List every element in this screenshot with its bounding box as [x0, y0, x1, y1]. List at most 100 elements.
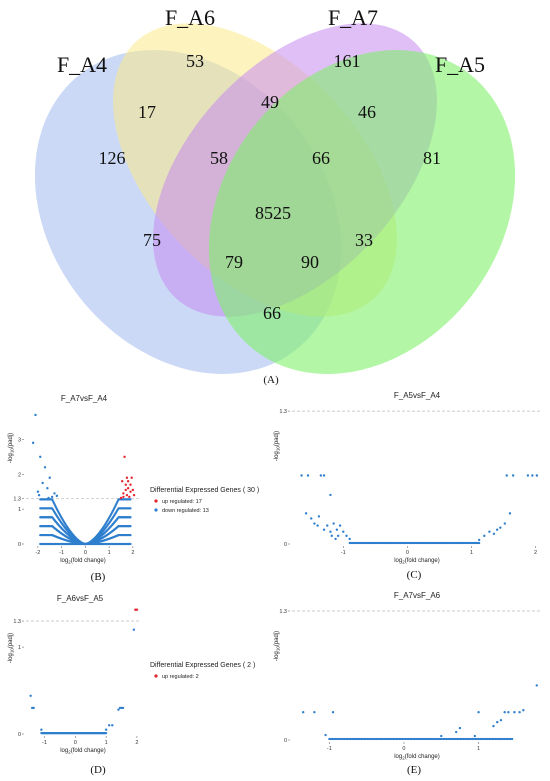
legend-item: up regulated: 17 [162, 499, 202, 505]
y-tick-label: 2 [18, 472, 21, 478]
gene-point [447, 737, 450, 741]
panel-label-a: (A) [263, 374, 279, 386]
volcano-plot-f-a5vsf-a4: F_A5vsF_A4 -1 0 1 2 0 1.3 log2(fold change) -log… [274, 391, 542, 581]
gene-point [129, 525, 132, 528]
gene-point [518, 711, 521, 714]
gene-point [503, 737, 506, 741]
venn-title-f-a6: F_A6 [165, 5, 215, 30]
gene-point [459, 737, 462, 741]
x-tick-label: 1 [105, 740, 108, 746]
gene-point [522, 709, 525, 712]
down-regulated-point [104, 728, 108, 731]
x-tick-label: -1 [42, 740, 47, 746]
gene-point [473, 734, 477, 738]
gene-point [358, 737, 361, 741]
gene-point [457, 737, 460, 741]
gene-point [508, 737, 511, 741]
gene-point [412, 737, 415, 741]
down-regulated-point [111, 724, 114, 727]
gene-point [348, 537, 351, 541]
gene-point [437, 737, 441, 741]
venn-title-f-a5: F_A5 [435, 52, 485, 77]
gene-point [476, 737, 479, 741]
panel-label: (E) [407, 764, 421, 776]
gene-point [427, 737, 430, 741]
gene-point [458, 726, 462, 730]
gene-point [383, 737, 386, 741]
gene-point [444, 737, 447, 741]
gene-point [498, 737, 502, 741]
gene-point [503, 711, 506, 714]
up-regulated-point [125, 476, 129, 479]
down-regulated-point [41, 481, 44, 485]
up-regulated-point [122, 492, 125, 495]
gene-point [469, 737, 473, 741]
gene-point [300, 474, 303, 477]
gene-point [316, 524, 319, 527]
gene-point [337, 737, 340, 741]
plot-title: F_A6vsF_A5 [57, 594, 104, 603]
x-tick-label: -1 [59, 550, 64, 556]
plot-title: F_A5vsF_A4 [394, 391, 441, 400]
legend-item: down regulated: 13 [162, 508, 209, 514]
gene-point [489, 737, 492, 741]
gene-point [466, 737, 470, 741]
gene-point [346, 737, 349, 741]
gene-point [526, 474, 530, 477]
panel-label: (B) [91, 571, 106, 583]
up-regulated-point [131, 488, 135, 492]
y-tick-label: 0 [284, 542, 287, 548]
gene-point [331, 737, 334, 741]
up-regulated-point [122, 495, 125, 499]
legend: Differential Expressed Genes ( 30 ) up re… [150, 487, 259, 514]
gene-point [451, 737, 454, 741]
gene-point [505, 474, 508, 477]
gene-point [129, 507, 132, 510]
gene-point [326, 524, 329, 527]
y-axis-label: -log10(padj) [274, 631, 281, 661]
gene-point [367, 737, 371, 741]
up-regulated-point [132, 493, 136, 497]
gene-point [511, 737, 514, 741]
gene-point [488, 530, 491, 533]
y-tick-label: 1.3 [279, 409, 287, 415]
gene-point [313, 522, 316, 525]
gene-point [509, 737, 512, 741]
gene-point [436, 737, 439, 741]
x-tick-label: -1 [341, 550, 346, 556]
gene-point [430, 737, 433, 741]
up-regulated-point [128, 495, 131, 499]
plot-title: F_A7vsF_A6 [394, 591, 441, 600]
gene-point [482, 737, 485, 741]
gene-point [401, 737, 404, 741]
gene-point [471, 737, 474, 741]
up-regulated-point [124, 488, 127, 492]
x-tick-label: 2 [131, 550, 134, 556]
gene-point [381, 737, 384, 741]
gene-point [345, 534, 348, 538]
gene-point [361, 737, 364, 741]
gene-point [380, 737, 383, 741]
gene-point [448, 737, 451, 741]
gene-point [500, 737, 503, 741]
venn-region-value: 81 [423, 148, 441, 168]
x-tick-label: -2 [35, 550, 40, 556]
gene-point [504, 737, 508, 741]
down-regulated-point [117, 708, 120, 711]
gene-point [501, 737, 505, 741]
venn-region-value: 33 [355, 230, 373, 250]
gene-point [329, 737, 332, 741]
gene-point [129, 498, 132, 501]
gene-point [477, 711, 480, 714]
venn-region-value: 58 [210, 148, 228, 168]
y-axis-label: -log10(padj) [8, 433, 15, 463]
venn-region-value: 46 [358, 102, 376, 122]
y-axis-label: -log10(padj) [8, 633, 15, 663]
venn-region-value: 161 [334, 51, 361, 71]
gene-point [477, 538, 481, 542]
up-regulated-point [129, 490, 132, 493]
gene-point [428, 737, 431, 741]
gene-point [474, 737, 477, 741]
venn-region-value: 79 [225, 252, 243, 272]
gene-point [369, 737, 372, 741]
